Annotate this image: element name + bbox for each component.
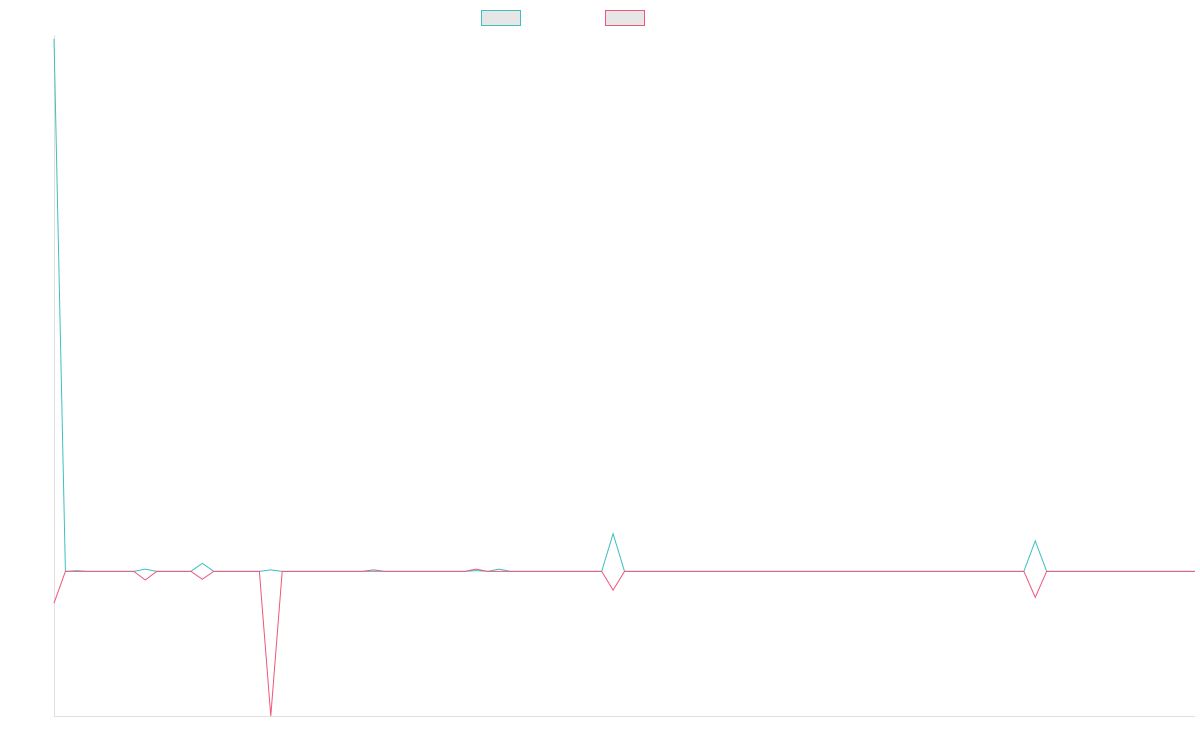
plot-area xyxy=(53,38,1195,717)
series-line-2 xyxy=(53,568,1195,717)
legend-swatch-2[interactable] xyxy=(605,10,645,26)
legend xyxy=(481,10,645,26)
axes xyxy=(54,35,1195,717)
series-line-1 xyxy=(53,38,1195,572)
legend-swatch-1[interactable] xyxy=(481,10,521,26)
